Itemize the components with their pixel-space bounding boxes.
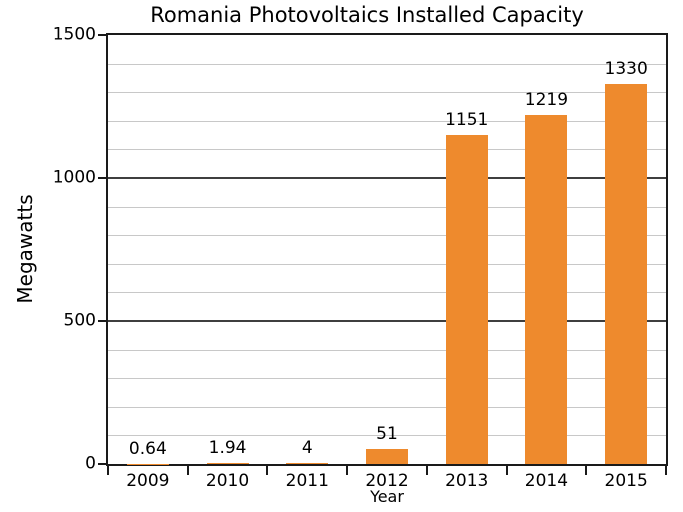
major-gridline xyxy=(108,177,666,180)
bar xyxy=(525,115,568,464)
bar xyxy=(366,449,408,464)
x-axis-tick xyxy=(186,466,189,475)
bar-value-label: 51 xyxy=(376,424,398,445)
x-axis-tick xyxy=(266,466,269,475)
x-axis-title: Year xyxy=(370,487,404,506)
bar-value-label: 1330 xyxy=(604,58,648,79)
minor-gridline xyxy=(108,149,666,151)
minor-gridline xyxy=(108,120,666,122)
major-gridline xyxy=(108,320,666,323)
bar xyxy=(206,463,249,464)
chart-title: Romania Photovoltaics Installed Capacity xyxy=(150,3,584,27)
y-axis-tick xyxy=(98,177,106,180)
x-axis-tick xyxy=(585,466,588,475)
minor-gridline xyxy=(108,378,666,380)
bar-value-label: 1.94 xyxy=(208,438,247,459)
bar-value-label: 4 xyxy=(301,437,313,458)
x-tick-label: 2011 xyxy=(285,471,329,491)
x-axis-tick xyxy=(505,466,508,475)
y-tick-label: 0 xyxy=(85,453,96,474)
plot-area: 0.64 1.94 4 51 1151 1219 1330 0 500 1000 1500 2009… xyxy=(53,26,668,490)
bar xyxy=(605,83,648,464)
y-tick-label: 1000 xyxy=(52,167,96,188)
minor-gridline xyxy=(108,349,666,351)
minor-gridline xyxy=(108,206,666,208)
x-tick-label: 2009 xyxy=(126,471,170,491)
y-axis-tick xyxy=(98,320,106,323)
minor-gridline xyxy=(108,406,666,408)
minor-gridline xyxy=(108,292,666,294)
x-tick-label: 2012 xyxy=(365,471,409,491)
minor-gridline xyxy=(108,263,666,265)
minor-gridline xyxy=(108,235,666,237)
x-tick-label: 2014 xyxy=(524,471,569,491)
x-tick-label: 2013 xyxy=(445,471,489,491)
x-axis-tick xyxy=(107,466,109,475)
y-axis-tick xyxy=(98,463,106,465)
bar-value-label: 0.64 xyxy=(128,438,167,459)
bar xyxy=(286,462,329,464)
bar xyxy=(445,134,488,464)
y-axis-tick xyxy=(98,34,106,36)
x-tick-label: 2010 xyxy=(205,471,250,491)
bar-value-label: 1151 xyxy=(445,109,489,130)
minor-gridline xyxy=(108,435,666,437)
y-tick-label: 500 xyxy=(63,310,96,331)
y-tick-label: 1500 xyxy=(52,24,96,45)
x-axis-tick xyxy=(346,466,349,475)
minor-gridline xyxy=(108,63,666,65)
x-axis-tick xyxy=(425,466,428,475)
x-axis-tick xyxy=(665,466,667,475)
bar-value-label: 1219 xyxy=(524,90,569,111)
x-tick-label: 2015 xyxy=(604,471,648,491)
y-axis-title: Megawatts xyxy=(13,194,37,304)
minor-gridline xyxy=(108,92,666,94)
